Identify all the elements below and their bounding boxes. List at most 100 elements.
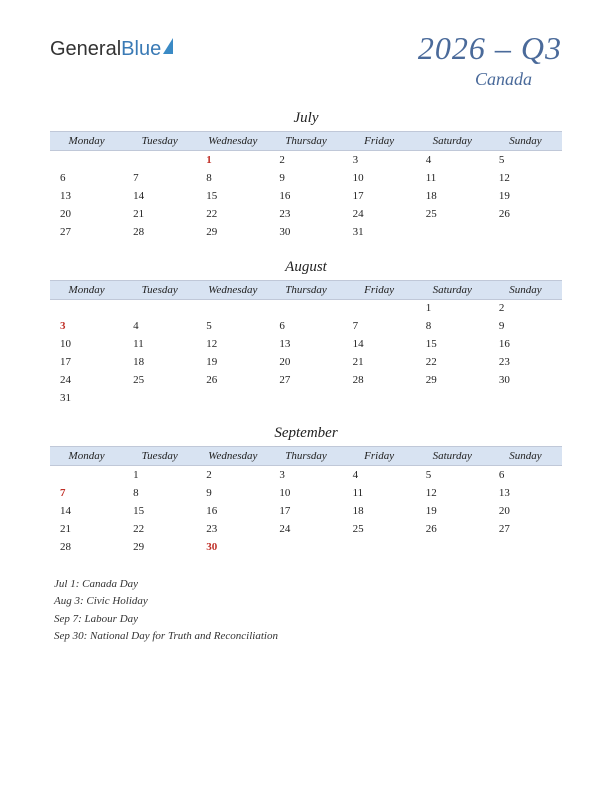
calendar-cell: 5 [489, 151, 562, 169]
day-header: Wednesday [196, 280, 269, 299]
day-header: Wednesday [196, 447, 269, 466]
calendar-cell: 1 [196, 151, 269, 169]
calendar-cell [416, 538, 489, 556]
calendar-cell: 25 [123, 371, 196, 389]
calendar-row: 78910111213 [50, 484, 562, 502]
day-header: Tuesday [123, 447, 196, 466]
holiday-entry: Aug 3: Civic Holiday [54, 593, 562, 611]
calendar-cell: 14 [50, 502, 123, 520]
calendar-cell: 6 [50, 169, 123, 187]
calendar-cell: 29 [416, 371, 489, 389]
calendar-cell: 8 [196, 169, 269, 187]
calendar-cell: 20 [50, 205, 123, 223]
calendar-cell: 9 [489, 317, 562, 335]
calendar-row: 12345 [50, 151, 562, 169]
calendar-cell [343, 538, 416, 556]
calendar-cell: 1 [416, 299, 489, 317]
calendar-cell: 4 [123, 317, 196, 335]
calendar-cell: 13 [269, 335, 342, 353]
calendar-cell: 24 [343, 205, 416, 223]
day-header: Monday [50, 132, 123, 151]
calendar-cell: 21 [123, 205, 196, 223]
calendar-cell: 6 [269, 317, 342, 335]
calendar-cell: 7 [50, 484, 123, 502]
month-block: JulyMondayTuesdayWednesdayThursdayFriday… [50, 110, 562, 241]
calendar-cell: 29 [196, 223, 269, 241]
calendar-cell: 18 [416, 187, 489, 205]
calendar-cell: 11 [123, 335, 196, 353]
calendar-cell: 16 [196, 502, 269, 520]
logo-text-2: Blue [121, 38, 161, 61]
calendar-cell: 17 [269, 502, 342, 520]
calendar-cell [269, 538, 342, 556]
calendar-cell: 2 [196, 466, 269, 484]
calendar-cell: 14 [343, 335, 416, 353]
calendar-cell: 5 [416, 466, 489, 484]
month-block: SeptemberMondayTuesdayWednesdayThursdayF… [50, 425, 562, 556]
calendar-cell: 12 [416, 484, 489, 502]
calendar-row: 17181920212223 [50, 353, 562, 371]
calendar-cell: 28 [123, 223, 196, 241]
holiday-entry: Sep 30: National Day for Truth and Recon… [54, 628, 562, 646]
calendar-cell [50, 466, 123, 484]
calendar-cell: 27 [50, 223, 123, 241]
calendar-cell: 13 [489, 484, 562, 502]
logo-text-1: General [50, 38, 121, 61]
calendar-cell [196, 389, 269, 407]
calendar-cell: 10 [343, 169, 416, 187]
calendar-cell: 19 [416, 502, 489, 520]
day-header: Sunday [489, 280, 562, 299]
calendar-cell: 24 [269, 520, 342, 538]
calendar-row: 20212223242526 [50, 205, 562, 223]
calendar-cell [269, 389, 342, 407]
calendar-cell: 22 [416, 353, 489, 371]
page-title: 2026 – Q3 [418, 30, 562, 67]
calendar-cell: 25 [416, 205, 489, 223]
calendar-cell: 31 [50, 389, 123, 407]
calendar-cell: 19 [489, 187, 562, 205]
calendar-cell [416, 389, 489, 407]
day-header: Monday [50, 447, 123, 466]
calendar-cell: 16 [489, 335, 562, 353]
calendar-cell: 30 [489, 371, 562, 389]
calendar-cell [196, 299, 269, 317]
calendar-cell: 25 [343, 520, 416, 538]
calendar-cell [343, 299, 416, 317]
calendar-table: MondayTuesdayWednesdayThursdayFridaySatu… [50, 131, 562, 241]
day-header: Thursday [269, 280, 342, 299]
calendar-cell: 17 [50, 353, 123, 371]
calendar-cell: 8 [416, 317, 489, 335]
calendar-table: MondayTuesdayWednesdayThursdayFridaySatu… [50, 280, 562, 408]
calendar-cell: 9 [269, 169, 342, 187]
calendar-row: 123456 [50, 466, 562, 484]
calendar-cell [489, 538, 562, 556]
calendar-cell [123, 151, 196, 169]
calendar-cell: 15 [123, 502, 196, 520]
header: GeneralBlue 2026 – Q3 Canada [50, 30, 562, 90]
calendar-cell: 21 [50, 520, 123, 538]
day-header: Monday [50, 280, 123, 299]
calendar-cell: 26 [416, 520, 489, 538]
month-name: September [50, 425, 562, 442]
calendar-cell: 6 [489, 466, 562, 484]
logo: GeneralBlue [50, 38, 173, 61]
calendar-cell [123, 299, 196, 317]
calendar-row: 10111213141516 [50, 335, 562, 353]
calendar-cell: 9 [196, 484, 269, 502]
calendar-cell: 16 [269, 187, 342, 205]
day-header: Friday [343, 132, 416, 151]
calendar-row: 3456789 [50, 317, 562, 335]
day-header: Wednesday [196, 132, 269, 151]
calendar-row: 13141516171819 [50, 187, 562, 205]
calendar-cell: 13 [50, 187, 123, 205]
day-header: Thursday [269, 132, 342, 151]
calendar-cell: 28 [50, 538, 123, 556]
calendar-cell: 8 [123, 484, 196, 502]
month-name: August [50, 259, 562, 276]
calendar-cell [269, 299, 342, 317]
day-header: Tuesday [123, 280, 196, 299]
day-header: Saturday [416, 447, 489, 466]
page-subtitle: Canada [418, 69, 532, 90]
calendar-cell: 1 [123, 466, 196, 484]
logo-triangle-icon [163, 38, 173, 54]
